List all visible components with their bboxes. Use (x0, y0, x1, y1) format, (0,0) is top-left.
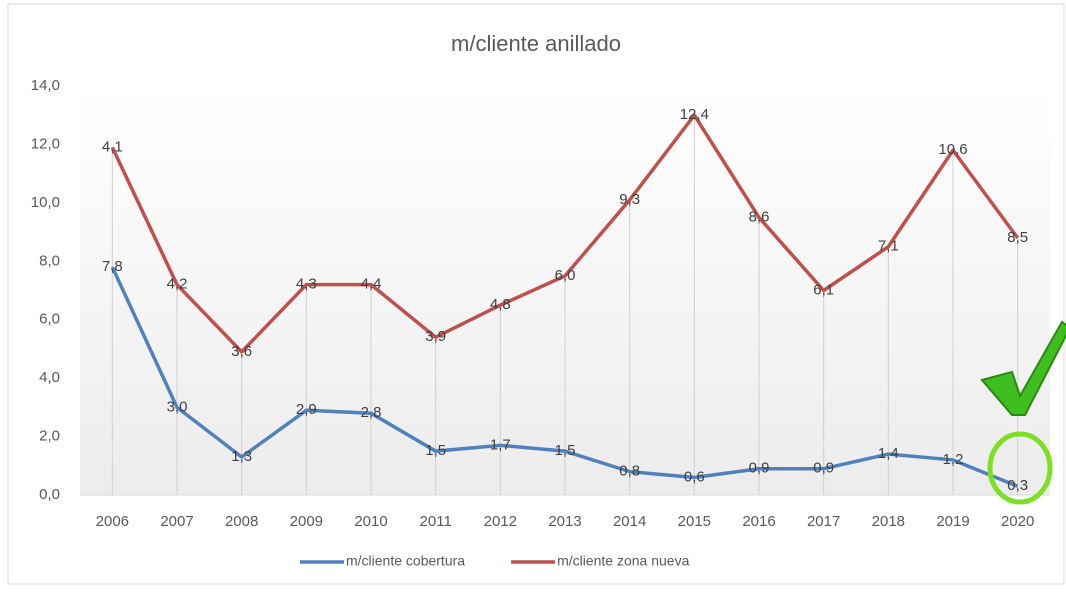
marks: 0,0 2,0 4,0 6,0 8,0 10,0 12,0 14,0 2006 2007 2008 2… (31, 77, 1050, 569)
data-label: 3,6 (231, 343, 252, 360)
y-tick-label: 14,0 (31, 77, 60, 94)
data-label: 0,3 (1007, 477, 1028, 494)
data-label: 6,0 (555, 267, 576, 284)
y-tick-label: 4,0 (39, 369, 60, 386)
x-tick-label: 2011 (420, 513, 452, 530)
x-tick-label: 2018 (872, 513, 905, 530)
data-label: 4,4 (361, 276, 382, 293)
x-tick-label: 2009 (290, 513, 323, 530)
y-tick-label: 0,0 (39, 486, 60, 503)
x-tick-label: 2015 (678, 513, 711, 530)
y-tick-label: 8,0 (39, 252, 60, 269)
y-tick-label: 12,0 (31, 135, 60, 152)
x-tick-label: 2007 (160, 513, 193, 530)
y-tick-label: 2,0 (39, 428, 60, 445)
legend-label: m/cliente cobertura (346, 553, 465, 569)
data-label: 4,3 (296, 276, 317, 293)
series-line (110, 266, 1019, 488)
x-tick-label: 2020 (1001, 513, 1034, 530)
data-label: 1,3 (231, 448, 252, 465)
legend-label: m/cliente zona nueva (557, 553, 690, 569)
data-label: 6,1 (813, 281, 834, 298)
chart-title: m/cliente anillado (451, 31, 621, 56)
x-tick-label: 2016 (742, 513, 775, 530)
data-label: 8,6 (749, 208, 770, 225)
data-label: 2,8 (361, 404, 382, 421)
data-label: 7,1 (878, 238, 899, 255)
data-label: 1,2 (943, 451, 964, 468)
x-tick-label: 2013 (548, 513, 581, 530)
x-tick-label: 2008 (225, 513, 258, 530)
data-label: 10,6 (938, 141, 967, 158)
data-label: 0,9 (813, 460, 834, 477)
data-label: 1,5 (425, 442, 446, 459)
data-label: 1,5 (555, 442, 576, 459)
data-label: 8,5 (1007, 229, 1028, 246)
data-label: 0,6 (684, 468, 705, 485)
data-label: 3,0 (167, 398, 188, 415)
series-line (110, 113, 1020, 354)
x-tick-label: 2010 (354, 513, 387, 530)
checkmark (980, 320, 1066, 505)
x-tick-label: 2006 (96, 513, 129, 530)
y-tick-label: 10,0 (31, 194, 60, 211)
data-label: 4,2 (167, 276, 188, 293)
data-label: 0,9 (749, 460, 770, 477)
y-tick-label: 6,0 (39, 311, 60, 328)
data-label: 1,4 (878, 445, 899, 462)
data-label: 4,8 (490, 296, 511, 313)
x-tick-label: 2012 (484, 513, 517, 530)
data-label: 3,9 (425, 328, 446, 345)
data-label: 2,9 (296, 401, 317, 418)
data-label: 7,8 (102, 258, 123, 275)
data-label: 4,1 (102, 138, 123, 155)
data-label: 12,4 (680, 106, 709, 123)
x-tick-label: 2017 (807, 513, 840, 530)
data-label: 1,7 (490, 436, 511, 453)
x-tick-label: 2014 (613, 513, 646, 530)
x-tick-label: 2019 (936, 513, 969, 530)
data-label: 9,3 (619, 191, 640, 208)
data-label: 0,8 (619, 463, 640, 480)
